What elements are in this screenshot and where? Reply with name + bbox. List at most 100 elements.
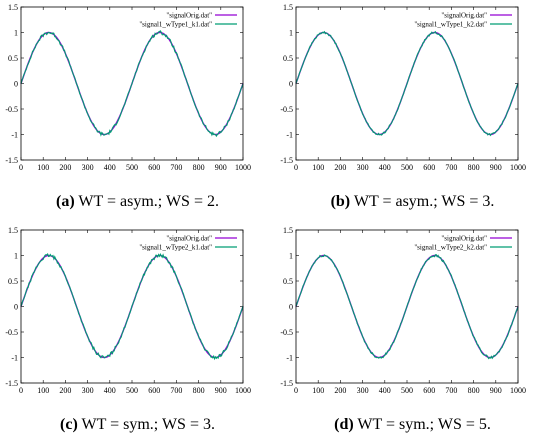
- x-tick-label: 700: [170, 163, 182, 172]
- x-tick-label: 1000: [510, 163, 526, 172]
- legend-label-2: "signal1_wType2_k1.dat": [139, 244, 212, 252]
- x-tick-label: 900: [490, 163, 502, 172]
- x-tick-label: 300: [82, 163, 94, 172]
- caption-text: WT = sym.; WS = 5.: [353, 416, 491, 433]
- series-line-2: [20, 253, 244, 361]
- y-tick-label: -1.5: [5, 156, 18, 165]
- x-tick-label: 800: [193, 386, 205, 395]
- x-tick-label: 200: [334, 386, 346, 395]
- legend-label-1: "signalOrig.dat": [441, 235, 487, 243]
- y-tick-label: -0.5: [5, 105, 18, 114]
- y-tick-label: 0: [289, 80, 293, 89]
- x-tick-label: 400: [104, 163, 116, 172]
- x-tick-label: 500: [401, 386, 413, 395]
- plot-frame: [295, 229, 519, 384]
- chart-svg-d: 1.510.50-0.5-1-1.50 100 200 300 400 500 600 700…: [280, 226, 526, 395]
- chart-svg-c: 1.510.50-0.5-1-1.50 100 200 300 400 500 600 700…: [5, 226, 251, 395]
- y-tick-label: 0.5: [8, 54, 18, 63]
- y-tick-label: 1: [14, 252, 18, 261]
- legend-label-1: "signalOrig.dat": [441, 12, 487, 20]
- y-tick-label: 0: [14, 303, 18, 312]
- x-tick-label: 1000: [235, 163, 251, 172]
- legend-label-1: "signalOrig.dat": [166, 12, 212, 20]
- plot-frame: [20, 229, 244, 384]
- caption-text: WT = sym.; WS = 3.: [77, 416, 215, 433]
- legend-label-2: "signal1_wType1_k1.dat": [139, 21, 212, 29]
- x-tick-label: 900: [215, 386, 227, 395]
- x-tick-label: 200: [59, 386, 71, 395]
- y-tick-label: 0: [289, 303, 293, 312]
- plot-frame: [20, 6, 244, 161]
- y-tick-label: 0.5: [283, 277, 293, 286]
- y-tick-label: 1: [289, 29, 293, 38]
- x-tick-label: 1000: [235, 386, 251, 395]
- y-tick-label: -1: [286, 131, 293, 140]
- y-tick-label: -1.5: [5, 379, 18, 388]
- chart-svg-a: 1.510.50-0.5-1-1.50 100 200 300 400 500 600 700…: [5, 3, 251, 172]
- x-tick-label: 400: [379, 386, 391, 395]
- y-tick-label: 0.5: [283, 54, 293, 63]
- x-tick-label: 600: [423, 386, 435, 395]
- caption-letter: (d): [334, 416, 354, 433]
- x-tick-label: 500: [126, 163, 138, 172]
- x-tick-label: 1000: [510, 386, 526, 395]
- caption-letter: (c): [60, 416, 78, 433]
- x-tick-label: 900: [490, 386, 502, 395]
- x-tick-label: 300: [357, 163, 369, 172]
- x-tick-label: 600: [148, 163, 160, 172]
- y-tick-label: -0.5: [280, 328, 293, 337]
- y-tick-label: 1: [289, 252, 293, 261]
- y-tick-label: -0.5: [5, 328, 18, 337]
- caption-text: WT = asym.; WS = 2.: [74, 193, 219, 210]
- y-tick-label: 1: [14, 29, 18, 38]
- x-tick-label: 0: [19, 163, 23, 172]
- legend-label-1: "signalOrig.dat": [166, 235, 212, 243]
- legend-label-2: "signal1_wType2_k2.dat": [414, 244, 487, 252]
- y-tick-label: -1.5: [280, 156, 293, 165]
- y-tick-label: 1.5: [283, 226, 293, 235]
- y-tick-label: -1.5: [280, 379, 293, 388]
- chart-panel-b: 1.5 1 0.5 0 -0.5 -1 -1.5 0 100 200 300 400 500 600 700…: [275, 0, 550, 221]
- x-tick-label: 700: [445, 163, 457, 172]
- x-tick-label: 800: [468, 163, 480, 172]
- x-tick-label: 0: [294, 386, 298, 395]
- chart-panel-d: 1.5 1 0.5 0 -0.5 -1 -1.5 0 100 200 300 400 500 600 700…: [275, 223, 550, 444]
- y-tick-label: 0.5: [8, 277, 18, 286]
- plot-frame: [295, 6, 519, 161]
- caption-letter: (a): [56, 193, 75, 210]
- y-tick-label: 1.5: [283, 3, 293, 12]
- chart-panel-a: 1.5 1 0.5 0 -0.5 -1 -1.5 0 100 200 300 400 500 600 700…: [0, 0, 275, 221]
- x-tick-label: 100: [37, 163, 49, 172]
- x-tick-label: 600: [423, 163, 435, 172]
- x-tick-label: 400: [379, 163, 391, 172]
- y-tick-label: -1: [11, 131, 18, 140]
- x-tick-label: 700: [170, 386, 182, 395]
- x-tick-label: 0: [19, 386, 23, 395]
- chart-svg-b: 1.510.50-0.5-1-1.50 100 200 300 400 500 600 700…: [280, 3, 526, 172]
- series-line-2: [295, 254, 519, 360]
- x-tick-label: 700: [445, 386, 457, 395]
- caption-letter: (b): [330, 193, 351, 210]
- chart-panel-c: 1.5 1 0.5 0 -0.5 -1 -1.5 0 100 200 300 400 500 600 700…: [0, 223, 275, 444]
- x-tick-label: 200: [59, 163, 71, 172]
- series-line-2: [295, 30, 519, 137]
- y-tick-label: 1.5: [8, 226, 18, 235]
- panel-caption: (b) WT = asym.; WS = 3.: [275, 193, 550, 211]
- x-tick-label: 200: [334, 163, 346, 172]
- legend-label-2: "signal1_wType1_k2.dat": [414, 21, 487, 29]
- panel-caption: (a) WT = asym.; WS = 2.: [0, 193, 275, 211]
- caption-text: WT = asym.; WS = 3.: [350, 193, 495, 210]
- y-tick-label: -1: [11, 354, 18, 363]
- x-tick-label: 600: [148, 386, 160, 395]
- x-tick-label: 500: [401, 163, 413, 172]
- x-tick-label: 800: [468, 386, 480, 395]
- y-tick-label: -1: [286, 354, 293, 363]
- panel-caption: (c) WT = sym.; WS = 3.: [0, 416, 275, 434]
- y-tick-label: -0.5: [280, 105, 293, 114]
- x-tick-label: 100: [312, 386, 324, 395]
- x-tick-label: 900: [215, 163, 227, 172]
- x-tick-label: 0: [294, 163, 298, 172]
- x-tick-label: 500: [126, 386, 138, 395]
- y-tick-label: 0: [14, 80, 18, 89]
- x-tick-label: 100: [37, 386, 49, 395]
